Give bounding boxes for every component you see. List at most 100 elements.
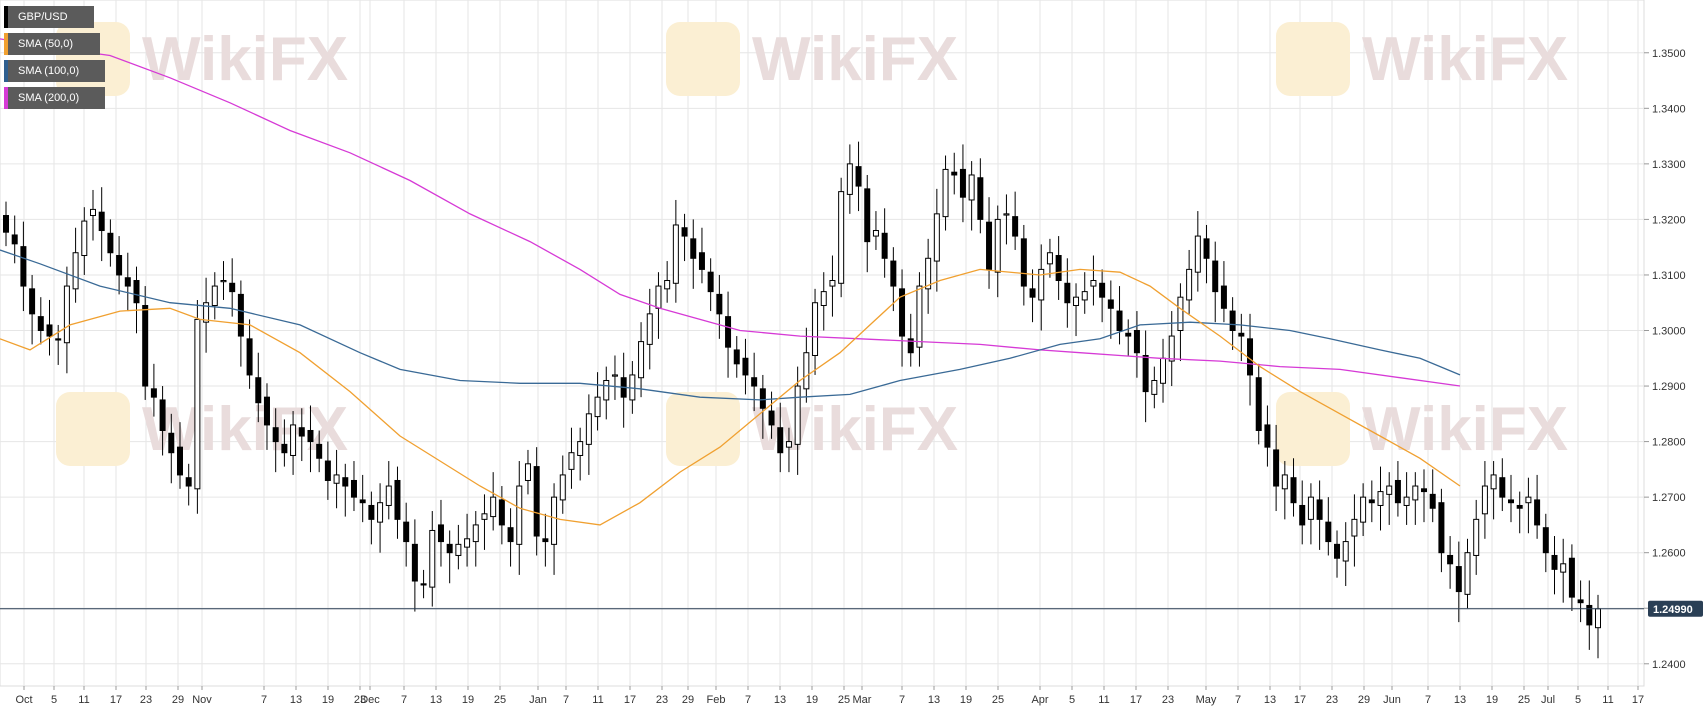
x-tick-label: Jul [1541,694,1555,706]
x-tick-label: 5 [1069,694,1075,706]
candle-body [846,163,853,195]
candle-body [116,255,123,276]
candle-body [211,285,218,307]
candle-body [611,374,618,377]
candle-body [1429,493,1436,509]
candle-body [246,338,253,376]
candle-body [1133,330,1140,354]
candle-body [785,441,792,448]
y-tick-label: 1.3200 [1652,214,1686,226]
candle-body [429,529,436,588]
candle-body [1595,608,1601,629]
x-tick-label: 7 [401,694,407,706]
legend-item-sma50[interactable]: SMA (50,0) [4,33,100,55]
candle-body [168,432,175,454]
candle-body [1534,499,1541,526]
current-price-label: 1.24990 [1653,604,1693,616]
candle-body [759,388,766,409]
candle-body [1255,377,1262,431]
x-tick-label: 11 [1602,694,1613,706]
x-tick-label: 23 [354,694,366,706]
x-tick-label: 19 [806,694,818,706]
candle-body [316,443,323,459]
candle-body [812,302,819,356]
candle-body [1012,216,1019,237]
x-tick-label: 11 [1098,694,1109,706]
candle-body [498,499,505,526]
candle-body [98,211,105,232]
x-tick-label: 13 [290,694,302,706]
watermark-badge-icon [1276,22,1350,96]
candle-body [411,543,418,582]
candle-body [829,280,836,287]
legend-item-sma100[interactable]: SMA (100,0) [4,60,105,82]
candle-body [1281,474,1288,490]
candle-body [733,349,740,365]
legend-swatch-sma50 [4,33,8,55]
candle-body [690,238,697,259]
x-tick-label: 19 [462,694,474,706]
x-tick-label: 17 [1130,694,1142,706]
candle-body [925,257,932,290]
current-price-tag [1648,600,1703,617]
x-tick-label: 29 [1358,694,1370,706]
candle-body [1290,477,1297,504]
candle-body [446,543,453,554]
candle-body [707,271,714,293]
candle-body [959,168,966,198]
candle-body [1542,527,1549,554]
candle-body [63,285,70,344]
candle-body [568,452,575,470]
candle-body [1551,554,1558,570]
x-tick-label: 7 [1235,694,1241,706]
watermark-badge-icon [56,392,130,466]
watermark-text: WikiFX [142,25,348,94]
candle-body [1029,288,1036,298]
x-tick-label: 17 [110,694,122,706]
x-tick-label: 25 [1518,694,1530,706]
candle-body [133,280,140,304]
x-tick-label: 13 [928,694,940,706]
x-tick-label: 19 [960,694,972,706]
x-tick-label: Feb [707,694,726,706]
y-tick-label: 1.2900 [1652,381,1686,393]
candle-body [150,388,157,398]
watermark-text: WikiFX [752,25,958,94]
candle-body [385,485,392,506]
candle-body [1438,502,1445,554]
legend-item-symbol[interactable]: GBP/USD [4,6,94,28]
candle-body [272,427,279,443]
candle-body [646,313,653,345]
candle-body [916,285,923,348]
legend-item-sma200[interactable]: SMA (200,0) [4,87,105,109]
candle-body [20,246,27,287]
watermark-text: WikiFX [1362,25,1568,94]
candle-body [968,174,975,201]
candle-body [263,396,270,426]
candle-body [1360,496,1367,523]
x-tick-label: 7 [745,694,751,706]
candle-body [890,260,897,287]
candle-body [1403,496,1410,506]
watermark-badge-icon [666,392,740,466]
x-tick-label: 13 [774,694,786,706]
candle-body [585,413,592,445]
candle-body [107,232,114,254]
y-tick-label: 1.3000 [1652,326,1686,338]
candle-body [437,524,444,543]
candle-body [1186,268,1193,301]
y-tick-label: 1.3100 [1652,270,1686,282]
candle-body [1386,485,1393,495]
candle-body [124,277,131,287]
x-tick-label: 25 [992,694,1004,706]
candle-body [3,215,9,233]
plot-area [0,0,1645,687]
candle-body [1003,213,1010,216]
watermark-text: WikiFX [752,395,958,464]
x-tick-label: 23 [1326,694,1338,706]
candle-body [1508,499,1515,504]
x-tick-label: 5 [51,694,57,706]
candle-body [1220,285,1227,309]
candle-body [159,399,166,431]
x-tick-label: Jun [1383,694,1401,706]
